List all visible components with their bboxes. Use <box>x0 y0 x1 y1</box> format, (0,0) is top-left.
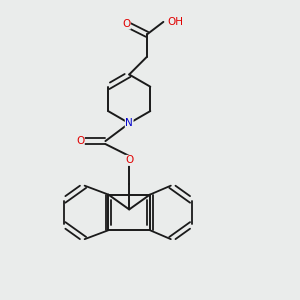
Text: O: O <box>76 136 84 146</box>
Text: O: O <box>122 19 130 29</box>
Text: O: O <box>125 155 133 165</box>
Text: N: N <box>125 118 133 128</box>
Text: OH: OH <box>168 17 184 27</box>
